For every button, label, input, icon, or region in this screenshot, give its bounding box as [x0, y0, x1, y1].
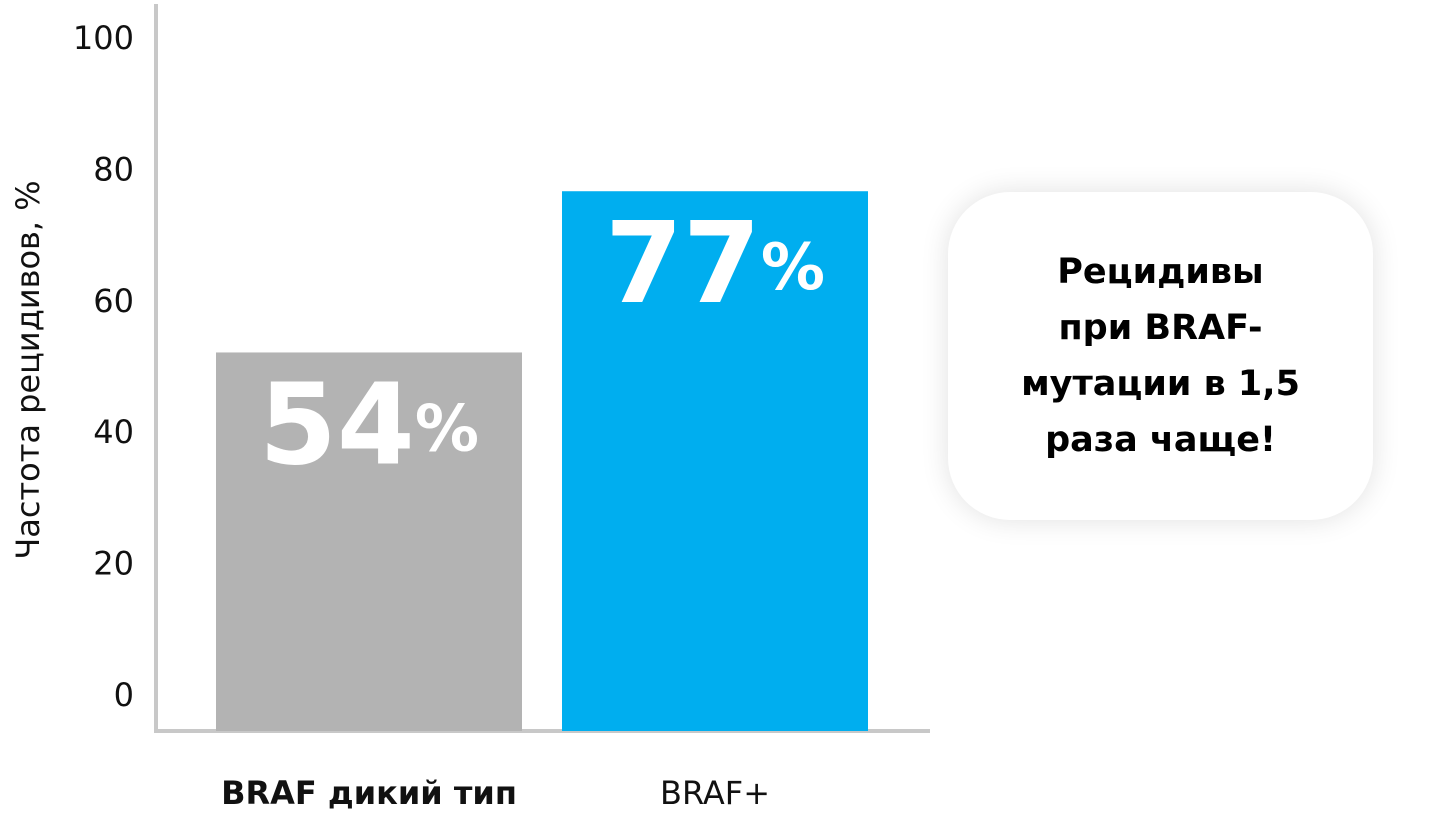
y-tick-label: 0: [114, 676, 134, 714]
annotation-box: Рецидивы при BRAF-мутации в 1,5 раза чаще!: [948, 192, 1373, 520]
y-tick-label: 80: [93, 150, 134, 188]
y-tick-label: 20: [93, 545, 134, 583]
annotation-line: мутации в 1,5: [1021, 364, 1300, 404]
y-tick-label: 40: [93, 413, 134, 451]
y-tick-label: 100: [73, 19, 134, 57]
y-tick-label: 60: [93, 282, 134, 320]
x-tick-label: BRAF+: [660, 774, 770, 812]
annotation-line: раза чаще!: [1045, 420, 1276, 460]
bar: [562, 191, 868, 732]
x-tick-label: BRAF дикий тип: [221, 774, 517, 812]
annotation-line: при BRAF-: [1058, 308, 1263, 348]
value-label: 77%: [605, 199, 825, 329]
annotation-line: Рецидивы: [1057, 252, 1264, 292]
bar: [216, 352, 522, 731]
y-axis-title: Частота рецидивов, %: [9, 180, 47, 559]
value-label: 54%: [259, 360, 479, 490]
